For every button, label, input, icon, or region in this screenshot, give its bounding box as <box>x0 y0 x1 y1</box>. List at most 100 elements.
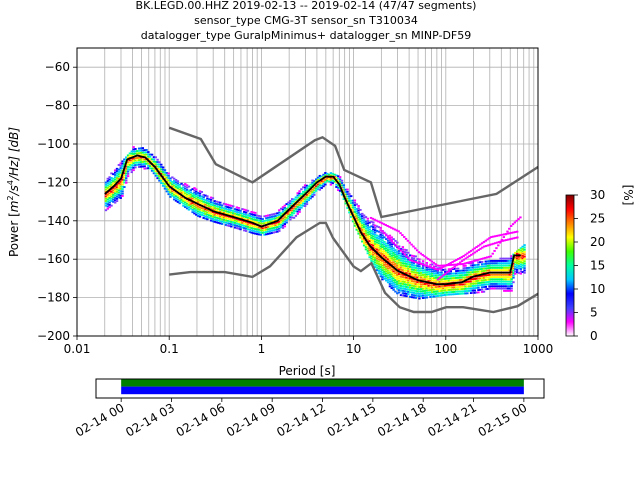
psd-cell <box>222 218 226 221</box>
psd-cell <box>373 231 377 234</box>
psd-cell <box>123 160 126 163</box>
psd-cell <box>125 167 128 170</box>
psd-cell <box>429 289 432 292</box>
psd-cell <box>169 193 172 196</box>
psd-outlier-cell <box>484 245 488 247</box>
psd-cell <box>377 263 381 265</box>
psd-cell <box>394 283 397 286</box>
psd-cell <box>379 243 382 245</box>
psd-cell <box>121 162 124 165</box>
psd-cell <box>388 239 392 242</box>
psd-cell <box>110 195 113 198</box>
psd-cell <box>113 185 117 188</box>
psd-cell <box>174 195 178 198</box>
psd-cell <box>432 288 436 291</box>
psd-cell <box>279 221 283 224</box>
colorbar-gradient <box>565 194 575 337</box>
psd-cell <box>388 278 392 281</box>
psd-cell <box>278 213 281 216</box>
psd-cell <box>125 179 128 182</box>
psd-cell <box>497 278 500 281</box>
low-noise-model-line <box>169 221 539 314</box>
psd-cell <box>338 180 342 183</box>
psd-cell <box>373 256 377 259</box>
psd-cell <box>283 204 287 207</box>
psd-cell <box>412 280 416 283</box>
psd-cell <box>416 294 419 297</box>
psd-cell <box>372 237 375 240</box>
psd-cell <box>137 147 141 150</box>
psd-cell <box>353 222 357 225</box>
psd-cell <box>344 202 347 205</box>
psd-cell <box>396 276 399 279</box>
psd-cell <box>475 263 478 266</box>
psd-cell <box>445 286 449 289</box>
psd-cell <box>484 267 488 270</box>
psd-cell <box>386 253 390 256</box>
psd-cell <box>385 254 388 257</box>
psd-cell <box>213 218 216 221</box>
psd-cell <box>396 241 399 244</box>
psd-cell <box>292 198 296 201</box>
psd-cell <box>257 226 261 229</box>
psd-cell <box>514 256 517 259</box>
psd-cell <box>329 172 333 175</box>
psd-cell <box>174 197 178 200</box>
psd-cell <box>462 274 465 277</box>
psd-outlier-cell <box>501 239 504 242</box>
psd-outlier-cell <box>471 248 475 251</box>
psd-cell <box>184 199 187 202</box>
psd-outlier-cell <box>423 255 426 258</box>
psd-cell <box>366 226 370 229</box>
psd-cell <box>495 276 499 278</box>
psd-cell <box>302 193 305 196</box>
psd-cell <box>169 188 172 191</box>
psd-cell <box>289 216 292 219</box>
psd-cell <box>493 266 497 269</box>
psd-cell <box>473 278 476 280</box>
psd-cell <box>506 264 510 267</box>
psd-cell <box>244 216 248 219</box>
psd-cell <box>211 204 215 207</box>
psd-cell <box>261 222 264 225</box>
psd-cell <box>385 265 388 268</box>
psd-cell <box>265 226 268 229</box>
psd-cell <box>449 291 452 294</box>
psd-cell <box>375 262 379 265</box>
psd-cell <box>128 154 132 157</box>
psd-cell <box>176 182 180 185</box>
psd-cell <box>296 212 299 215</box>
psd-outlier-cell <box>394 243 397 246</box>
psd-cell <box>412 264 416 267</box>
psd-cell <box>246 219 250 221</box>
psd-cell <box>290 200 294 203</box>
psd-cell <box>501 273 504 276</box>
psd-cell <box>316 176 320 179</box>
psd-cell <box>388 273 392 276</box>
psd-cell <box>368 221 371 224</box>
psd-cell <box>200 211 204 214</box>
psd-cell <box>204 203 207 206</box>
psd-cell <box>375 230 379 232</box>
psd-cell <box>244 220 248 223</box>
psd-cell <box>456 269 460 272</box>
psd-cell <box>482 290 486 293</box>
psd-cell <box>480 272 484 275</box>
psd-cell <box>425 289 429 292</box>
psd-cell <box>372 263 375 265</box>
psd-cell <box>506 262 510 265</box>
psd-cell <box>394 239 397 242</box>
psd-cell <box>420 290 423 293</box>
psd-cell <box>198 197 202 200</box>
psd-cell <box>449 270 452 273</box>
psd-outlier-cell <box>477 244 480 247</box>
psd-cell <box>451 277 454 280</box>
psd-cell <box>182 184 185 186</box>
psd-cell <box>357 230 360 233</box>
psd-cell <box>394 290 397 293</box>
psd-cell <box>515 266 519 269</box>
psd-cell <box>488 269 491 272</box>
psd-cell <box>362 214 366 217</box>
psd-cell <box>117 168 121 171</box>
psd-cell <box>410 268 414 271</box>
